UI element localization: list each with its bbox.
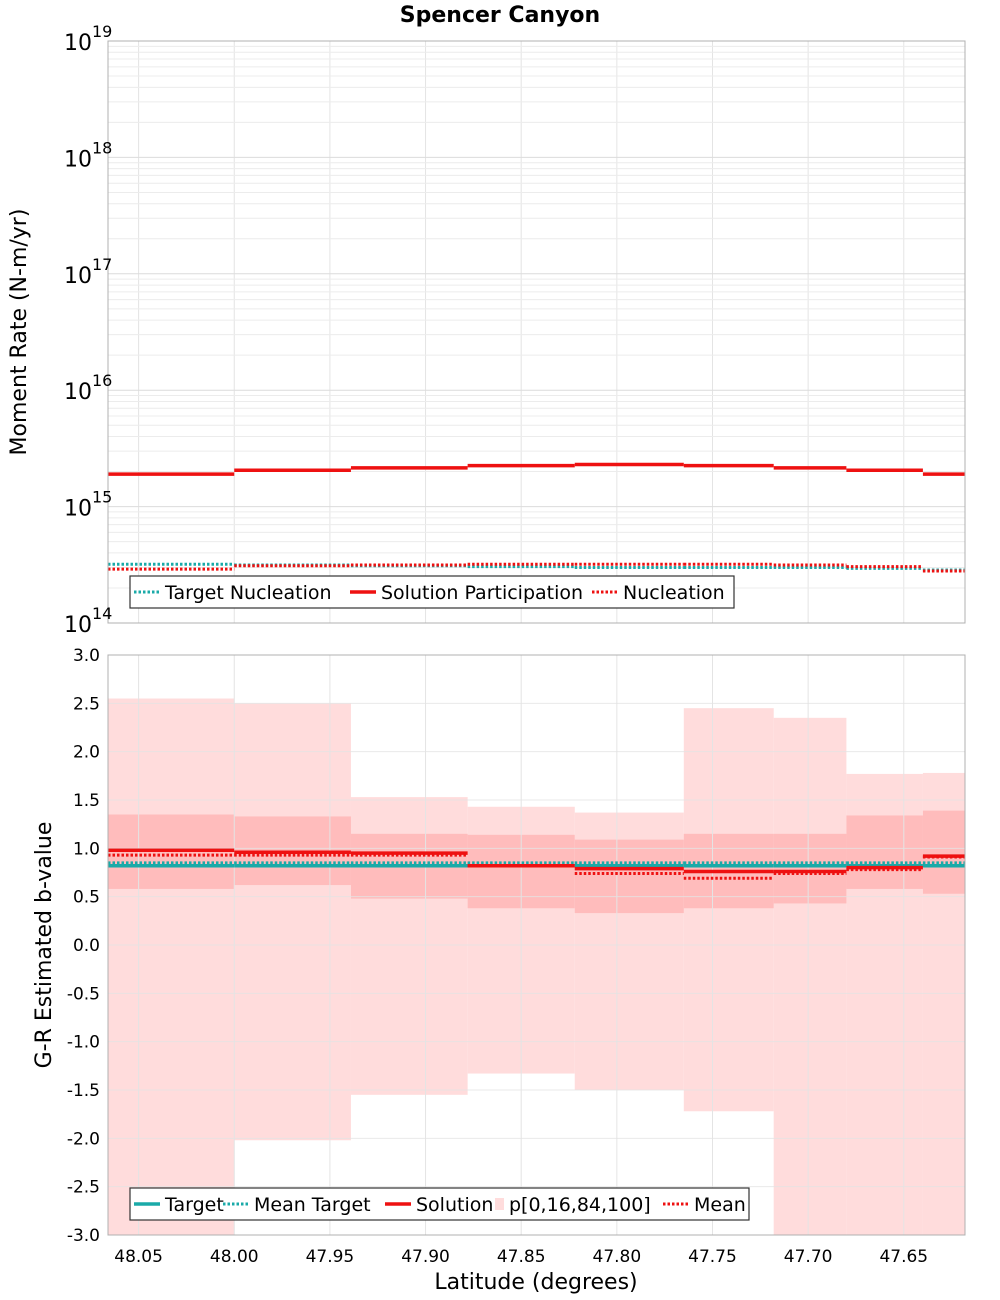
b-value-y-tick-label: -3.0 (67, 1226, 100, 1246)
moment-rate-legend-label: Nucleation (623, 582, 725, 604)
x-tick-label: 47.85 (497, 1247, 546, 1267)
b-value-y-tick-label: -1.0 (67, 1033, 100, 1053)
b-value-y-tick-label: 2.0 (73, 743, 100, 763)
moment-rate-series (108, 462, 965, 573)
moment-rate-y-axis-label: Moment Rate (N-m/yr) (7, 209, 32, 456)
b-value-series (108, 848, 965, 880)
latitude-x-ticks: 48.05 48.00 47.95 47.90 47.85 47.80 47.75 47.70… (114, 1247, 928, 1267)
band-inner-rect (922, 810, 965, 894)
moment-rate-y-tick-label: 1017 (64, 255, 112, 289)
x-tick-label: 47.70 (784, 1247, 833, 1267)
b-value-y-tick-label: 1.0 (73, 839, 100, 859)
legend-band-swatch (495, 1198, 504, 1210)
b-value-y-tick-label: 0.5 (73, 888, 100, 908)
band-outer-rect (234, 703, 351, 1141)
moment-rate-y-tick-label: 1014 (64, 604, 112, 638)
x-tick-label: 47.80 (593, 1247, 642, 1267)
b-value-legend: Target Mean Target Solution p[0,16,84,100] M… (129, 1187, 750, 1221)
b-value-y-axis-label: G-R Estimated b-value (32, 822, 57, 1069)
x-tick-label: 48.05 (114, 1247, 163, 1267)
b-value-y-tick-label: -0.5 (67, 984, 100, 1004)
moment-rate-legend-label: Target Nucleation (164, 582, 332, 604)
b-value-plot-frame (107, 654, 966, 1236)
b-value-y-tick-label: -2.0 (67, 1129, 100, 1149)
moment-rate-y-tick-label: 1018 (64, 138, 112, 172)
moment-rate-legend-box (129, 575, 735, 609)
chart-title: Spencer Canyon (400, 3, 600, 28)
moment-rate-y-tick-label: 1019 (64, 22, 112, 56)
moment-rate-legend-label: Solution Participation (381, 582, 583, 604)
band-inner-rect (846, 815, 923, 889)
b-value-legend-label: Mean Target (254, 1194, 371, 1216)
band-inner-rect (574, 839, 684, 914)
x-tick-label: 48.00 (210, 1247, 259, 1267)
b-value-y-tick-label: -2.5 (67, 1178, 100, 1198)
moment-rate-grid (108, 41, 965, 624)
b-value-y-ticks: 3.0 2.5 2.0 1.5 1.0 0.5 0.0 -0.5 -1.0 -1.5 -2.0 -2.… (67, 646, 100, 1246)
x-tick-label: 47.65 (879, 1247, 928, 1267)
band-outer-rect (683, 708, 774, 1112)
b-value-y-tick-label: 3.0 (73, 646, 100, 666)
b-value-legend-label: p[0,16,84,100] (509, 1194, 651, 1216)
band-outer-rect (108, 698, 235, 1235)
moment-rate-y-ticks: 1014 1015 1016 1017 1018 1019 (64, 22, 112, 638)
moment-rate-panel: 1014 1015 1016 1017 1018 1019 Moment Rate (N-… (7, 22, 966, 638)
moment-rate-y-tick-label: 1016 (64, 371, 112, 405)
b-value-legend-label: Mean (694, 1194, 746, 1216)
band-inner-rect (773, 833, 847, 904)
b-value-panel: 3.0 2.5 2.0 1.5 1.0 0.5 0.0 -0.5 -1.0 -1.5 -2.0 -2.… (32, 646, 966, 1246)
b-value-y-tick-label: -1.5 (67, 1081, 100, 1101)
band-outer-rect (773, 717, 847, 1235)
moment-rate-y-tick-label: 1015 (64, 488, 112, 522)
x-axis-label: Latitude (degrees) (434, 1270, 637, 1295)
x-tick-label: 47.75 (688, 1247, 737, 1267)
b-value-y-tick-label: 1.5 (73, 791, 100, 811)
b-value-y-tick-label: 0.0 (73, 936, 100, 956)
moment-rate-plot-frame (107, 40, 966, 624)
b-value-legend-label: Solution (416, 1194, 493, 1216)
moment-rate-legend: Target Nucleation Solution Participation N… (129, 575, 735, 609)
b-value-legend-label: Target (164, 1194, 224, 1216)
b-value-y-tick-label: 2.5 (73, 694, 100, 714)
x-tick-label: 47.95 (306, 1247, 355, 1267)
b-value-percentile-bands (108, 698, 965, 1235)
x-tick-label: 47.90 (401, 1247, 450, 1267)
